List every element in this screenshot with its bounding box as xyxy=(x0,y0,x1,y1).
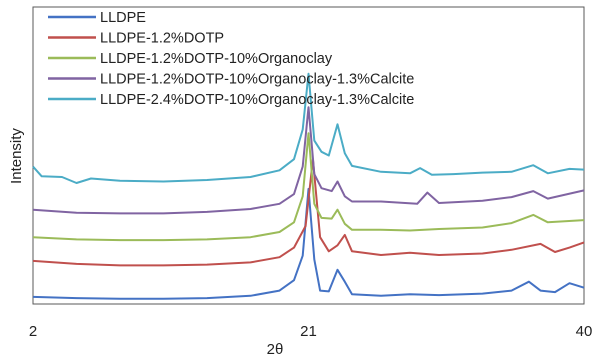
legend-label: LLDPE-1.2%DOTP xyxy=(100,31,224,47)
x-tick-label: 21 xyxy=(300,323,317,340)
series-line-1 xyxy=(32,187,585,300)
series-layer xyxy=(32,72,585,300)
x-tick-label: 40 xyxy=(576,323,593,340)
series-line-5 xyxy=(32,72,585,184)
y-axis-label: Intensity xyxy=(8,128,25,184)
series-line-3 xyxy=(32,132,585,242)
legend: LLDPE LLDPE-1.2%DOTP LLDPE-1.2%DOTP-10%Org… xyxy=(48,10,414,108)
legend-label: LLDPE-1.2%DOTP-10%Organoclay-1.3%Calcite xyxy=(100,72,414,88)
x-tick-label: 2 xyxy=(29,323,37,340)
legend-label: LLDPE xyxy=(100,10,146,26)
plot-frame xyxy=(32,6,585,305)
series-line-2 xyxy=(32,158,585,267)
series-line-4 xyxy=(32,106,585,215)
legend-label: LLDPE-2.4%DOTP-10%Organoclay-1.3%Calcite xyxy=(100,92,414,108)
x-axis-label: 2θ xyxy=(267,341,284,358)
legend-label: LLDPE-1.2%DOTP-10%Organoclay xyxy=(100,51,333,67)
